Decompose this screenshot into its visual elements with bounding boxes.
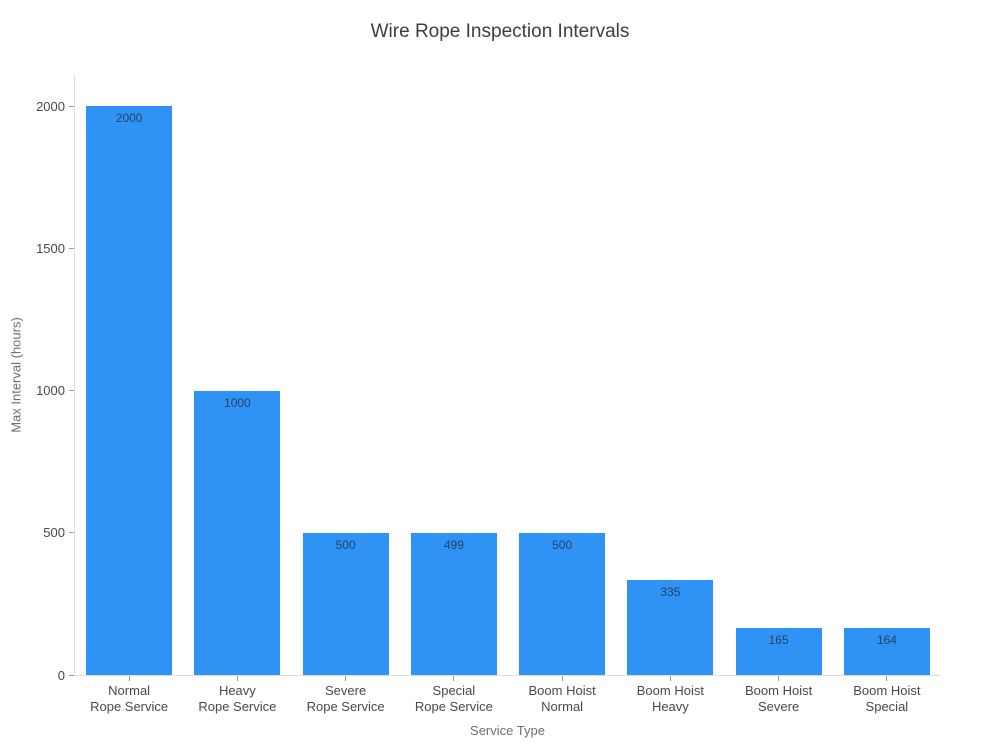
x-tick-label: Severe Rope Service: [291, 683, 401, 715]
bar-severe-rope-service[interactable]: [302, 533, 389, 675]
bar-boom-hoist-special[interactable]: [843, 628, 930, 675]
y-tick-label: 0: [57, 667, 65, 683]
x-tick-mark: [453, 676, 455, 681]
bar-value-label: 335: [660, 585, 681, 599]
x-tick-label-line: Rope Service: [306, 699, 385, 714]
x-tick-label-line: Boom Hoist: [853, 683, 921, 698]
x-tick-label: Boom Hoist Special: [832, 683, 942, 715]
bar-value-label: 499: [443, 538, 464, 552]
x-tick-label-line: Boom Hoist: [528, 683, 596, 698]
x-tick-mark: [778, 676, 780, 681]
x-tick-label-line: Boom Hoist: [636, 683, 704, 698]
x-tick-label: Special Rope Service: [399, 683, 509, 715]
bar-value-label: 500: [552, 538, 573, 552]
x-tick-label-line: Rope Service: [414, 699, 493, 714]
y-tick-mark: [69, 105, 74, 107]
y-tick-mark: [69, 674, 74, 676]
x-tick-mark: [236, 676, 238, 681]
x-axis-title: Service Type: [470, 723, 545, 738]
x-tick-label-line: Special: [865, 699, 909, 714]
bar-value-label: 2000: [115, 111, 143, 125]
x-tick-mark: [886, 676, 888, 681]
x-tick-label-line: Severe: [325, 683, 367, 698]
bar-special-rope-service[interactable]: [410, 533, 497, 675]
x-tick-mark: [561, 676, 563, 681]
y-tick-label: 2000: [36, 98, 65, 114]
y-tick-label: 500: [43, 525, 65, 541]
x-tick-label: Heavy Rope Service: [182, 683, 292, 715]
x-tick-label-line: Normal: [541, 699, 584, 714]
bar-heavy-rope-service[interactable]: [194, 391, 281, 675]
x-tick-mark: [345, 676, 347, 681]
bar-value-label: 1000: [224, 396, 251, 410]
x-tick-mark: [669, 676, 671, 681]
bar-boom-hoist-severe[interactable]: [735, 628, 822, 675]
x-tick-label: Boom Hoist Heavy: [615, 683, 725, 715]
x-tick-label-line: Heavy: [218, 683, 256, 698]
y-tick-label: 1500: [36, 240, 65, 256]
y-tick-mark: [69, 247, 74, 249]
x-tick-label-line: Heavy: [651, 699, 689, 714]
x-tick-label-line: Special: [432, 683, 476, 698]
bar-value-label: 164: [876, 633, 897, 647]
chart-title: Wire Rope Inspection Intervals: [370, 21, 630, 42]
bar-value-label: 500: [335, 538, 356, 552]
bar-normal-rope-service[interactable]: [86, 106, 173, 675]
x-tick-label: Boom Hoist Normal: [507, 683, 617, 715]
x-tick-label: Boom Hoist Severe: [724, 683, 834, 715]
y-tick-mark: [69, 390, 74, 392]
bar-boom-hoist-normal[interactable]: [519, 533, 606, 675]
x-tick-label-line: Severe: [758, 699, 800, 714]
bar-value-label: 165: [768, 633, 789, 647]
y-tick-label: 1000: [36, 383, 65, 399]
y-axis-title: Max Interval (hours): [8, 317, 24, 433]
y-tick-mark: [69, 532, 74, 534]
x-tick-label-line: Rope Service: [198, 699, 277, 714]
x-tick-label: Normal Rope Service: [74, 683, 184, 715]
x-tick-label-line: Boom Hoist: [745, 683, 813, 698]
plot-area: 0 500 1000 1500 2000 2000 Normal Rope Service 10…: [36, 75, 941, 714]
x-tick-mark: [128, 676, 130, 681]
x-tick-label-line: Normal: [108, 683, 151, 698]
bar-boom-hoist-heavy[interactable]: [627, 580, 714, 675]
x-tick-label-line: Rope Service: [90, 699, 169, 714]
